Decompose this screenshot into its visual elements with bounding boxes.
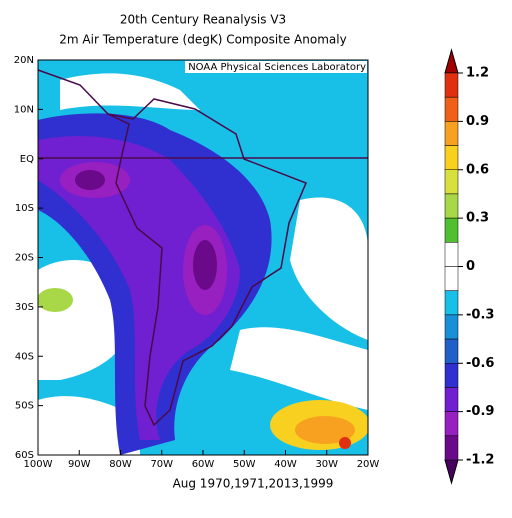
colorbar-segment	[444, 266, 459, 291]
colorbar-segment	[444, 72, 459, 98]
title: 20th Century Reanalysis V3	[120, 13, 286, 27]
lat-label: 50S	[15, 401, 34, 412]
colorbar-segment	[444, 169, 459, 195]
lat-label: 10N	[14, 104, 34, 115]
lon-label: 40W	[274, 459, 297, 470]
colorbar-label: -1.2	[466, 453, 494, 468]
colorbar-segment	[444, 363, 459, 388]
lon-label: 70W	[150, 459, 173, 470]
lon-label: 20W	[357, 459, 380, 470]
lon-label: 80W	[109, 459, 132, 470]
lat-label: 20N	[14, 55, 34, 66]
lon-label: 50W	[233, 459, 256, 470]
lat-label: 30S	[15, 302, 34, 313]
lat-label: 20S	[15, 253, 34, 264]
colorbar-segment	[444, 314, 459, 340]
colorbar-label: 0.9	[466, 114, 489, 129]
colorbar-segment	[444, 387, 459, 412]
colorbar-label: -0.3	[466, 307, 494, 322]
lat-label: 60S	[15, 450, 34, 461]
colorbar-label: 0.3	[466, 211, 489, 226]
colorbar-label: -0.9	[466, 404, 494, 419]
coastline	[37, 69, 307, 427]
caption: Aug 1970,1971,2013,1999	[173, 477, 334, 491]
lon-label: 100W	[24, 459, 53, 470]
colorbar-label: 0.6	[466, 162, 489, 177]
colorbar-label: 1.2	[466, 66, 489, 81]
colorbar: 1.2 0.9 0.6 0.3 0 -0.3 -0.6 -0.9 -1.2	[444, 48, 494, 485]
colorbar-top	[444, 48, 459, 74]
subtitle: 2m Air Temperature (degK) Composite Anom…	[59, 33, 346, 47]
colorbar-label: 0	[466, 259, 475, 274]
colorbar-segment	[444, 338, 459, 364]
colorbar-bottom	[444, 459, 459, 485]
anomaly-field	[38, 60, 368, 455]
credit-box	[185, 61, 367, 73]
credit: NOAA Physical Sciences Laboratory	[188, 62, 366, 73]
colorbar-label: -0.6	[466, 356, 494, 371]
lat-label: EQ	[20, 154, 34, 165]
lat-label: 10S	[15, 203, 34, 214]
colorbar-segment	[444, 411, 459, 437]
colorbar-segment	[444, 242, 459, 267]
lon-label: 60W	[192, 459, 215, 470]
colorbar-segment	[444, 217, 459, 243]
colorbar-segment	[444, 290, 459, 316]
lat-label: 40S	[15, 351, 34, 362]
colorbar-segment	[444, 121, 459, 146]
colorbar-segment	[444, 193, 459, 219]
lon-label: 30W	[315, 459, 338, 470]
colorbar-segment	[444, 435, 459, 461]
colorbar-segment	[444, 96, 459, 122]
lon-label: 90W	[68, 459, 91, 470]
colorbar-segment	[444, 145, 459, 170]
